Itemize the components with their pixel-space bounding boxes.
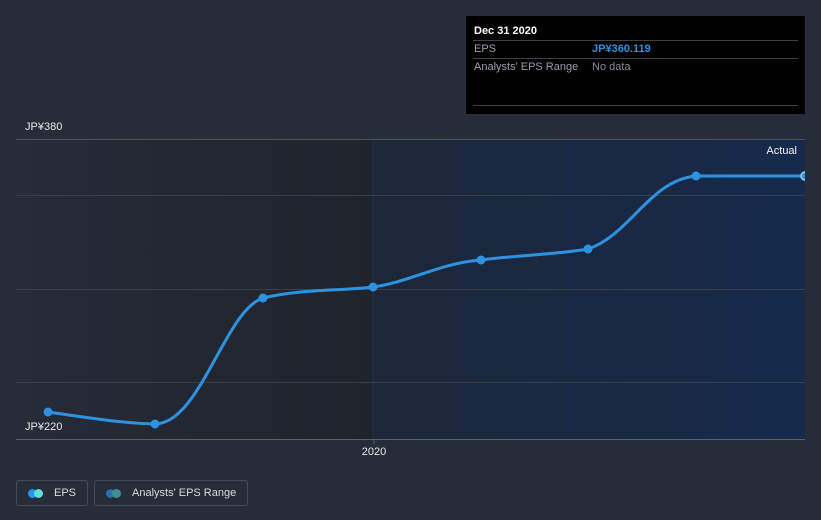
eps-point[interactable] — [476, 255, 486, 265]
legend-range-label: Analysts' EPS Range — [132, 487, 237, 499]
tooltip-row-eps: EPS JP¥360.119 — [473, 40, 798, 58]
legend: EPS Analysts' EPS Range — [16, 480, 249, 506]
eps-data-points — [43, 171, 810, 429]
eps-point[interactable] — [258, 293, 268, 303]
actual-label: Actual — [766, 145, 797, 157]
legend-item-analysts-range[interactable]: Analysts' EPS Range — [94, 480, 249, 506]
tooltip-range-value: No data — [592, 61, 631, 73]
legend-eps-icon — [28, 488, 44, 498]
tooltip-eps-value: JP¥360.119 — [592, 43, 651, 55]
tooltip-divider — [473, 105, 798, 106]
x-axis-label-2020: 2020 — [361, 446, 387, 458]
eps-point[interactable] — [368, 282, 378, 292]
tooltip-eps-label: EPS — [474, 43, 497, 55]
y-axis-bottom-label: JP¥220 — [25, 421, 63, 433]
eps-point[interactable] — [691, 171, 701, 181]
tooltip-range-label: Analysts' EPS Range — [474, 61, 579, 73]
gridlines — [16, 139, 805, 440]
eps-point[interactable] — [150, 419, 160, 429]
tooltip-row-range: Analysts' EPS Range No data — [473, 58, 798, 76]
legend-item-eps[interactable]: EPS — [16, 480, 89, 506]
eps-point[interactable] — [43, 407, 53, 417]
legend-range-icon — [106, 488, 122, 498]
y-axis-top-label: JP¥380 — [25, 121, 63, 133]
tooltip-date: Dec 31 2020 — [474, 25, 537, 37]
tooltip: Dec 31 2020 EPS JP¥360.119 Analysts' EPS… — [466, 16, 805, 114]
legend-eps-label: EPS — [54, 487, 77, 499]
eps-point[interactable] — [583, 244, 593, 254]
